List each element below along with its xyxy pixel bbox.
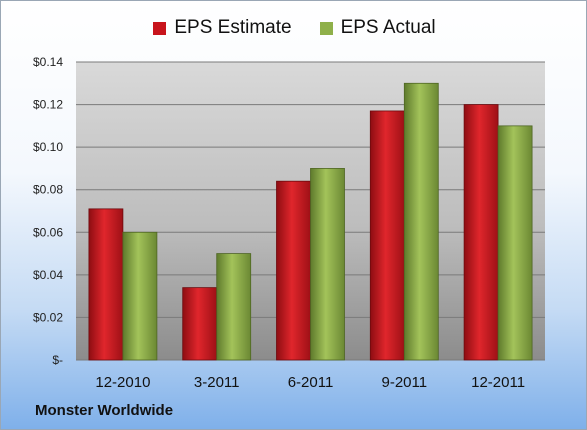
- bar-eps-actual: [216, 253, 252, 361]
- bar-eps-estimate: [276, 180, 311, 361]
- y-tick-label: $0.08: [33, 183, 63, 197]
- bar-eps-actual: [497, 125, 533, 361]
- legend-label-actual: EPS Actual: [340, 17, 436, 38]
- x-tick-label: 3-2011: [194, 374, 240, 391]
- y-tick-label: $0.14: [33, 55, 63, 69]
- bar-eps-actual: [122, 231, 158, 361]
- y-tick-label: $0.02: [33, 310, 63, 324]
- bar-eps-estimate: [182, 287, 218, 361]
- y-tick-label: $0.12: [33, 98, 63, 112]
- legend-label-estimate: EPS Estimate: [174, 17, 292, 38]
- legend-item-actual: EPS Actual: [319, 17, 436, 39]
- company-name: Monster Worldwide: [35, 402, 174, 419]
- legend-item-estimate: EPS Estimate: [153, 17, 292, 39]
- y-tick-label: $-: [52, 353, 63, 367]
- bar-eps-estimate: [463, 104, 499, 361]
- y-tick-label: $0.04: [33, 268, 63, 282]
- x-tick-label: 6-2011: [288, 374, 334, 391]
- x-tick-label: 12-2011: [471, 374, 525, 391]
- y-tick-label: $0.06: [33, 225, 63, 239]
- bar-eps-estimate: [88, 208, 124, 361]
- bar-eps-actual: [310, 168, 345, 361]
- bar-eps-estimate: [369, 110, 405, 361]
- legend-swatch-actual: [319, 21, 333, 35]
- legend: EPS Estimate EPS Actual: [1, 17, 586, 39]
- y-tick-label: $0.10: [33, 140, 63, 154]
- legend-swatch-estimate: [153, 21, 167, 35]
- bar-eps-actual: [403, 82, 439, 361]
- x-tick-label: 9-2011: [382, 374, 428, 391]
- x-tick-label: 12-2010: [95, 374, 150, 391]
